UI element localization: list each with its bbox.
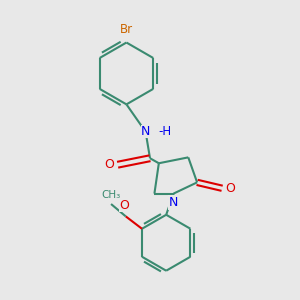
Text: N: N: [169, 196, 178, 209]
Text: O: O: [119, 199, 129, 212]
Text: N: N: [141, 125, 150, 138]
Text: -H: -H: [158, 125, 171, 138]
Text: CH₃: CH₃: [101, 190, 121, 200]
Text: O: O: [104, 158, 114, 171]
Text: Br: Br: [120, 23, 133, 36]
Text: O: O: [225, 182, 235, 195]
